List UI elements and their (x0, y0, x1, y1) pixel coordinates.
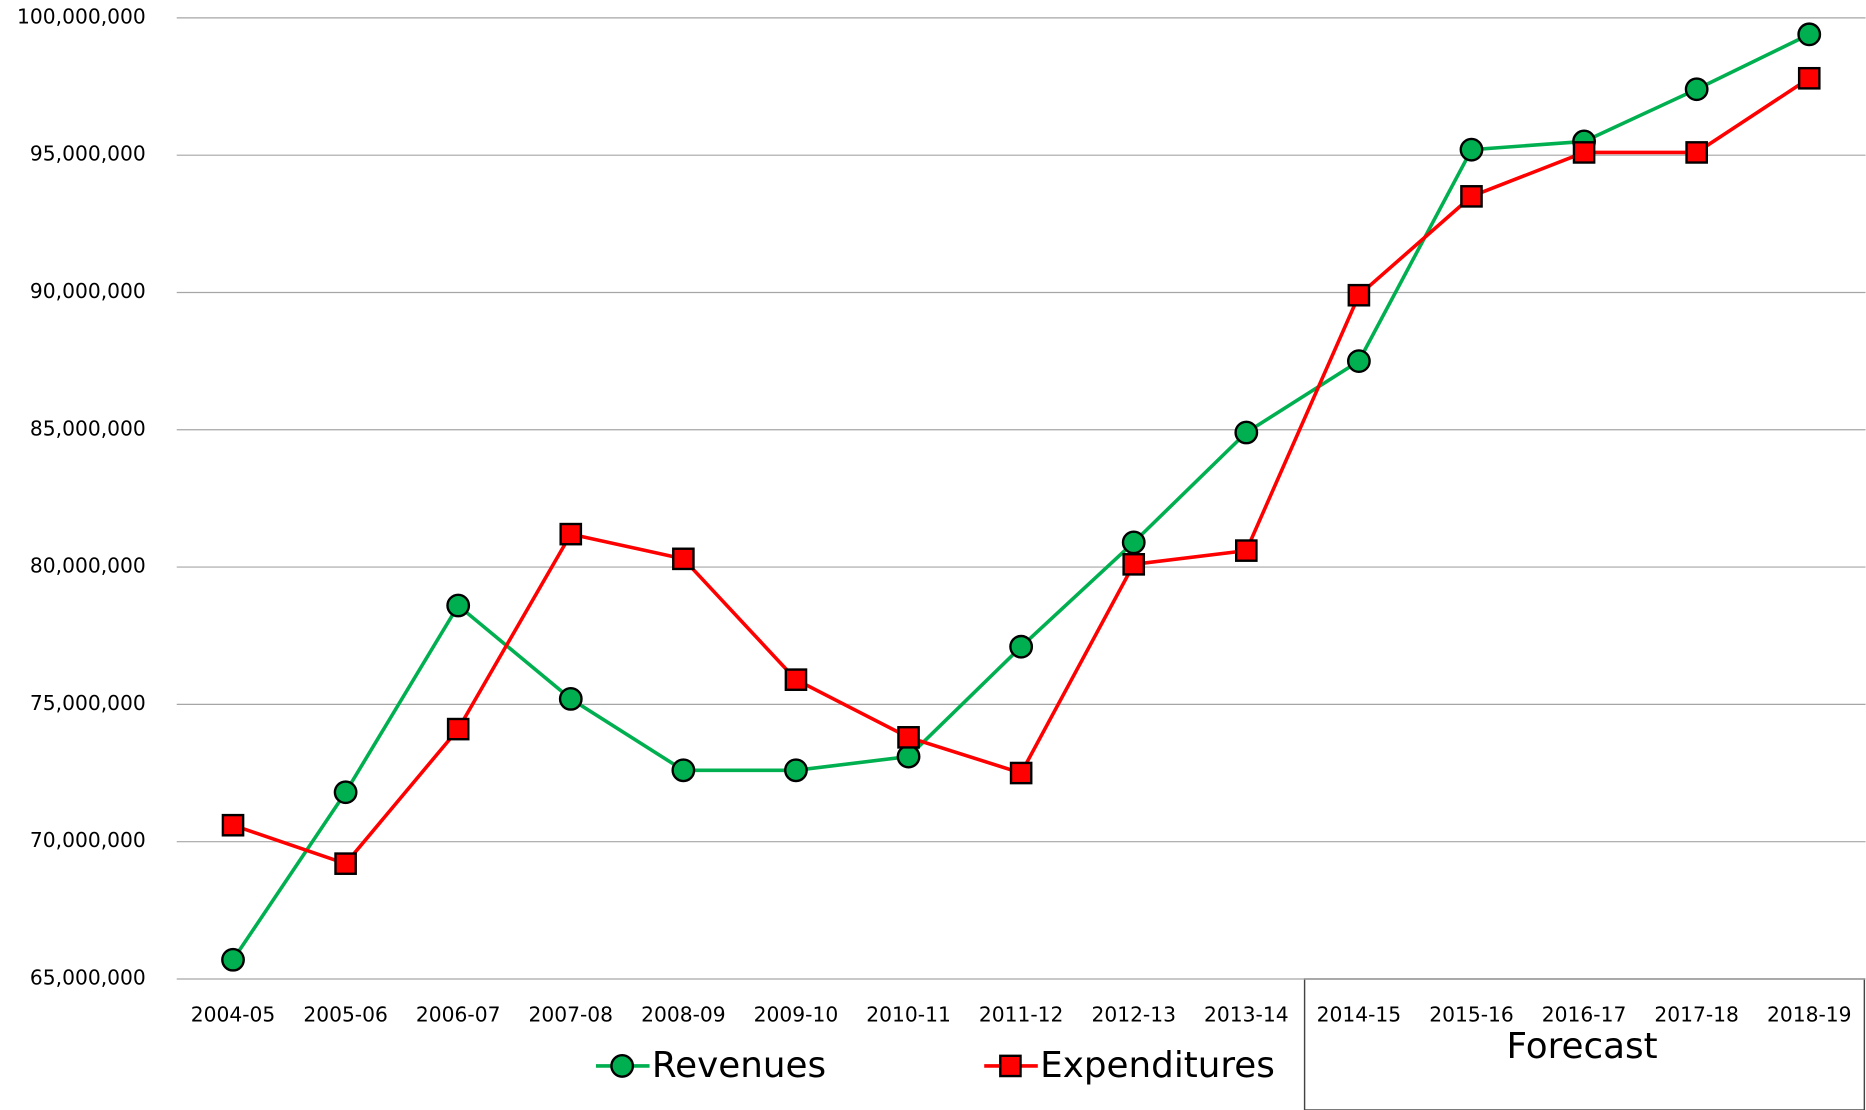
marker (1346, 349, 1371, 374)
x-tick-label: 2017-18 (1654, 1002, 1739, 1026)
marker (446, 717, 470, 741)
x-tick-label: 2013-14 (1204, 1002, 1289, 1026)
marker (1122, 553, 1146, 576)
marker (671, 758, 696, 783)
x-tick-label: 2006-07 (416, 1002, 501, 1026)
legend-label: Expenditures (1040, 1045, 1275, 1086)
x-tick-label: 2007-08 (529, 1002, 614, 1026)
y-tick-label: 80,000,000 (30, 554, 146, 578)
marker (1685, 141, 1708, 164)
marker (896, 744, 921, 769)
x-tick-label: 2014-15 (1317, 1002, 1402, 1026)
marker (1009, 634, 1034, 659)
y-tick-label: 95,000,000 (30, 142, 146, 166)
x-tick-label: 2011-12 (979, 1002, 1064, 1026)
marker (1797, 22, 1822, 47)
marker (1459, 137, 1484, 162)
x-tick-label: 2015-16 (1429, 1002, 1514, 1026)
marker (784, 758, 808, 783)
marker (221, 947, 245, 972)
marker (999, 1054, 1022, 1078)
y-tick-label: 70,000,000 (30, 828, 146, 852)
marker (610, 1054, 635, 1078)
annotation: Forecast (1507, 1026, 1658, 1067)
y-tick-label: 65,000,000 (30, 965, 146, 989)
marker (1572, 141, 1596, 164)
marker (1234, 539, 1258, 562)
x-tick-label: 2010-11 (866, 1002, 951, 1026)
legend-label: Revenues (652, 1045, 826, 1086)
marker (784, 668, 808, 691)
marker (446, 593, 471, 618)
marker (1460, 185, 1483, 208)
marker (1684, 77, 1709, 102)
y-tick-label: 85,000,000 (30, 416, 146, 440)
marker (897, 726, 920, 749)
x-tick-label: 2016-17 (1542, 1002, 1627, 1026)
series-line (232, 76, 1811, 866)
x-tick-label: 2008-09 (641, 1002, 726, 1026)
marker (334, 852, 357, 875)
marker (1797, 66, 1821, 90)
series-line (231, 32, 1811, 961)
marker (1009, 761, 1033, 785)
x-tick-label: 2005-06 (303, 1002, 388, 1026)
marker (333, 780, 358, 805)
x-tick-label: 2012-13 (1091, 1002, 1176, 1026)
x-tick-label: 2004-05 (191, 1002, 276, 1026)
marker (559, 522, 583, 546)
marker (1121, 530, 1146, 555)
y-tick-label: 75,000,000 (30, 691, 146, 715)
y-tick-label: 100,000,000 (17, 4, 146, 28)
y-tick-label: 90,000,000 (30, 279, 146, 303)
marker (672, 547, 695, 571)
marker (1347, 283, 1371, 307)
marker (221, 813, 245, 837)
marker (1234, 420, 1259, 445)
marker (558, 686, 583, 711)
x-tick-label: 2018-19 (1767, 1002, 1852, 1026)
x-tick-label: 2009-10 (754, 1002, 839, 1026)
